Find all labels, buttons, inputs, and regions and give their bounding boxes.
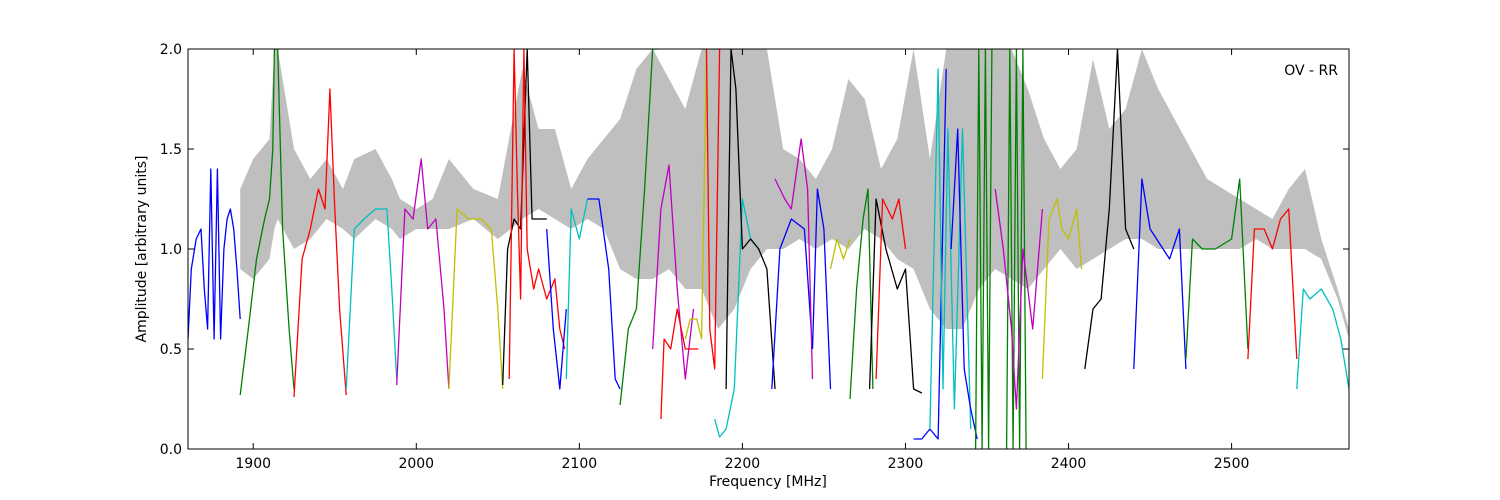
y-ticks: 0.0 0.5 1.0 1.5 2.0 bbox=[160, 42, 1349, 458]
x-tick-label: 2100 bbox=[562, 456, 598, 472]
series-line-11 bbox=[619, 49, 658, 406]
series-line-22 bbox=[849, 188, 874, 400]
series-line-4 bbox=[396, 158, 450, 390]
series-line-0 bbox=[188, 168, 241, 340]
series-line-20 bbox=[811, 188, 832, 390]
y-axis-label: Amplitude [arbitrary units] bbox=[134, 156, 150, 343]
series-line-24 bbox=[875, 198, 907, 380]
series-line-31 bbox=[1041, 198, 1083, 380]
x-axis-label: Frequency [MHz] bbox=[709, 474, 827, 490]
series-line-23 bbox=[868, 198, 923, 394]
series-line-32 bbox=[1084, 49, 1135, 370]
x-tick-label: 2200 bbox=[725, 456, 761, 472]
envelope-band bbox=[240, 49, 1349, 339]
y-tick-label: 2.0 bbox=[160, 42, 182, 58]
envelope-layer bbox=[240, 49, 1349, 339]
series-line-14 bbox=[684, 49, 708, 340]
series-line-34 bbox=[1185, 178, 1249, 360]
series-line-10 bbox=[587, 198, 621, 390]
series-line-21 bbox=[829, 238, 851, 270]
x-tick-label: 1900 bbox=[235, 456, 271, 472]
series-line-19 bbox=[774, 138, 814, 380]
series-line-28 bbox=[974, 49, 993, 449]
y-tick-label: 0.0 bbox=[160, 442, 182, 458]
x-tick-label: 2300 bbox=[888, 456, 924, 472]
series-line-5 bbox=[448, 208, 504, 390]
x-tick-label: 2400 bbox=[1051, 456, 1087, 472]
y-tick-label: 1.5 bbox=[160, 142, 182, 158]
series-line-18 bbox=[771, 218, 814, 390]
x-tick-label: 2500 bbox=[1214, 456, 1250, 472]
series-line-13 bbox=[660, 308, 699, 420]
series-line-15 bbox=[705, 49, 721, 370]
chart-annotation: OV - RR bbox=[1284, 63, 1338, 79]
x-tick-label: 2000 bbox=[398, 456, 434, 472]
series-line-6 bbox=[502, 49, 547, 386]
series-line-17 bbox=[725, 49, 776, 390]
series-line-30 bbox=[994, 188, 1044, 410]
series-line-1 bbox=[239, 49, 295, 396]
series-line-7 bbox=[508, 49, 566, 380]
series-layer bbox=[188, 49, 1349, 449]
series-line-8 bbox=[546, 228, 567, 390]
series-line-12 bbox=[652, 164, 695, 380]
series-line-33 bbox=[1133, 178, 1187, 370]
series-line-26 bbox=[929, 68, 972, 430]
x-ticks: 1900 2000 2100 2200 2300 2400 2500 bbox=[235, 49, 1249, 472]
series-line-36 bbox=[1296, 288, 1349, 390]
y-tick-label: 1.0 bbox=[160, 242, 182, 258]
series-line-2 bbox=[293, 88, 347, 398]
series-line-3 bbox=[345, 208, 398, 390]
y-tick-label: 0.5 bbox=[160, 342, 182, 358]
series-line-9 bbox=[565, 198, 589, 380]
series-line-27 bbox=[950, 128, 978, 440]
series-line-35 bbox=[1247, 208, 1298, 360]
